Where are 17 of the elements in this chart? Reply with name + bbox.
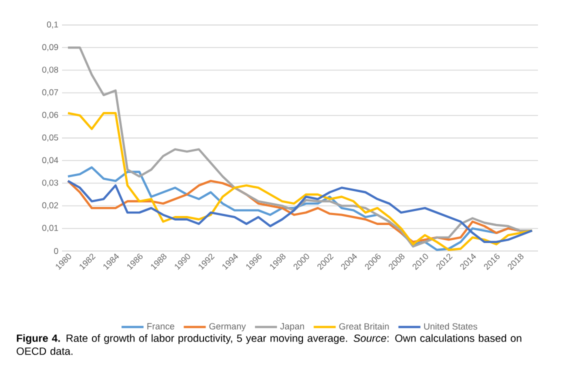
chart-title: Figure 4. Rate of growth of labor productivity, 5 year moving average. Source: Own calculations based on OECD data.	[16, 334, 522, 355]
legend-label: France	[147, 323, 174, 330]
y-tick-label: 0	[54, 248, 58, 254]
legend-label: Germany	[209, 323, 246, 332]
y-tick-label: 0,07	[42, 89, 58, 96]
legend-label: Great Britain	[339, 323, 389, 330]
legend-label: Japan	[280, 323, 304, 332]
y-tick-label: 0,02	[42, 202, 58, 210]
y-tick-label: 0,09	[42, 44, 58, 52]
y-tick-label: 0,1	[46, 21, 58, 29]
y-tick-label: 0,05	[42, 134, 58, 142]
y-tick-label: 0,03	[42, 180, 58, 187]
y-tick-label: 0,06	[42, 112, 58, 119]
y-tick-label: 0,04	[42, 157, 58, 164]
y-tick-label: 0,08	[42, 66, 58, 74]
legend-label: United States	[424, 323, 478, 330]
y-tick-label: 0,01	[42, 224, 58, 232]
